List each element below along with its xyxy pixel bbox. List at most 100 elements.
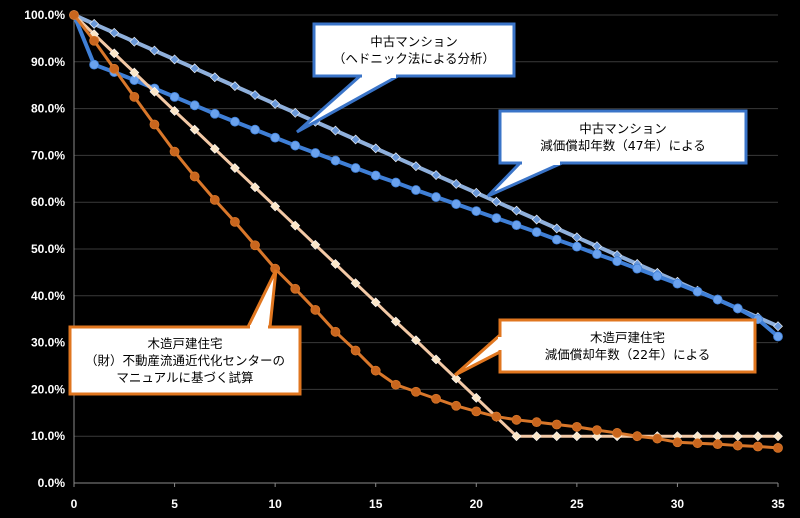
data-point-wood_depr	[752, 431, 763, 442]
axes	[73, 15, 778, 484]
data-point-mansion_depr	[511, 205, 522, 216]
data-point-mansion_depr	[411, 161, 421, 172]
data-point-wood_market	[310, 304, 321, 315]
data-point-mansion_depr	[250, 90, 260, 100]
data-point-mansion_hedonic	[290, 140, 301, 151]
y-tick-label: 100.0%	[24, 8, 65, 22]
data-point-wood_market	[149, 119, 160, 130]
data-point-wood_depr	[310, 239, 321, 250]
data-point-mansion_hedonic	[169, 92, 180, 102]
data-point-mansion_hedonic	[491, 213, 502, 224]
data-point-wood_market	[189, 171, 200, 182]
callout-pointer	[296, 74, 404, 134]
data-point-mansion_hedonic	[632, 263, 643, 274]
data-point-mansion_hedonic	[330, 155, 341, 166]
series-wood_market	[69, 10, 783, 453]
data-point-wood_market	[109, 63, 120, 74]
data-point-wood_market	[571, 421, 582, 432]
data-point-mansion_hedonic	[89, 59, 100, 70]
data-point-wood_depr	[129, 67, 140, 78]
data-point-wood_market	[712, 439, 723, 450]
y-tick-label: 50.0%	[31, 242, 65, 256]
callout-pointer	[486, 161, 563, 198]
callout-text-line: 中古マンション	[579, 121, 667, 136]
data-point-mansion_hedonic	[531, 227, 542, 238]
callout-text-line: 中古マンション	[370, 34, 458, 49]
callout-box	[498, 109, 748, 165]
x-tick-label: 20	[470, 497, 484, 511]
data-point-mansion_hedonic	[471, 206, 482, 216]
data-point-mansion_hedonic	[712, 294, 723, 305]
data-point-wood_depr	[571, 431, 582, 442]
data-point-wood_market	[230, 216, 240, 227]
data-point-mansion_depr	[551, 223, 562, 234]
data-point-mansion_depr	[471, 187, 482, 198]
y-tick-label: 20.0%	[31, 382, 65, 396]
data-point-wood_depr	[471, 392, 482, 403]
data-point-mansion_depr	[491, 196, 502, 207]
y-tick-label: 90.0%	[31, 55, 65, 69]
x-tick-label: 10	[268, 497, 282, 511]
data-point-wood_market	[431, 393, 441, 404]
data-point-wood_depr	[169, 106, 180, 116]
data-point-mansion_depr	[330, 125, 341, 136]
data-point-wood_depr	[511, 431, 522, 442]
data-point-wood_market	[290, 283, 301, 294]
data-point-mansion_depr	[89, 18, 100, 29]
data-point-mansion_hedonic	[672, 278, 683, 289]
data-point-wood_market	[732, 440, 743, 451]
data-point-wood_market	[471, 406, 482, 417]
data-point-wood_market	[411, 386, 421, 397]
y-tick-label: 10.0%	[31, 429, 65, 443]
data-point-mansion_hedonic	[411, 185, 421, 195]
data-point-mansion_depr	[370, 143, 381, 154]
data-point-wood_market	[169, 146, 180, 157]
data-point-mansion_depr	[290, 107, 301, 118]
data-point-wood_depr	[209, 143, 220, 154]
data-point-mansion_depr	[209, 72, 220, 83]
data-point-wood_market	[752, 441, 763, 452]
data-point-mansion_hedonic	[189, 100, 200, 111]
data-point-mansion_hedonic	[310, 148, 321, 158]
data-point-mansion_hedonic	[732, 303, 743, 314]
data-point-mansion_hedonic	[230, 116, 240, 127]
x-tick-label: 5	[171, 497, 178, 511]
data-point-wood_depr	[330, 259, 341, 269]
data-point-wood_market	[390, 379, 401, 390]
callout-pointer	[454, 331, 502, 377]
data-point-wood_market	[209, 194, 220, 205]
callout-text-line: 木造戸建住宅	[147, 336, 222, 351]
y-axis-ticks: 0.0% 10.0% 20.0% 30.0% 40.0% 50.0% 60.0% 70.0% 8…	[24, 8, 65, 490]
data-point-mansion_hedonic	[592, 249, 602, 260]
data-point-wood_market	[592, 425, 602, 436]
x-tick-label: 35	[771, 497, 785, 511]
data-point-mansion_depr	[350, 134, 361, 145]
callout-pointer	[245, 269, 278, 329]
data-point-mansion_hedonic	[571, 241, 582, 252]
callout-text-line: 減価償却年数（47年）による	[540, 138, 706, 153]
data-point-mansion_depr	[451, 179, 462, 189]
data-point-wood_market	[632, 431, 643, 442]
data-point-wood_depr	[732, 431, 743, 442]
callout-text-line: （財）不動産流通近代化センターの	[85, 353, 285, 368]
data-point-mansion_depr	[149, 45, 160, 56]
data-point-mansion_hedonic	[511, 220, 522, 231]
data-point-mansion_hedonic	[652, 271, 663, 282]
series-layer	[69, 10, 783, 453]
data-point-wood_depr	[290, 220, 301, 231]
data-point-wood_depr	[189, 124, 200, 135]
data-point-wood_market	[330, 326, 341, 337]
data-point-mansion_depr	[431, 170, 441, 180]
data-point-wood_market	[672, 437, 683, 448]
data-point-mansion_depr	[531, 214, 542, 225]
callouts: 中古マンション （ヘドニック法による分析） 中古マンション減価償却年数（47年）によ…	[68, 22, 757, 396]
data-point-wood_depr	[531, 431, 542, 442]
data-point-mansion_depr	[229, 81, 240, 92]
x-tick-label: 0	[71, 497, 78, 511]
data-point-mansion_hedonic	[350, 163, 361, 173]
callout-box	[68, 325, 302, 396]
y-tick-label: 70.0%	[31, 148, 65, 162]
